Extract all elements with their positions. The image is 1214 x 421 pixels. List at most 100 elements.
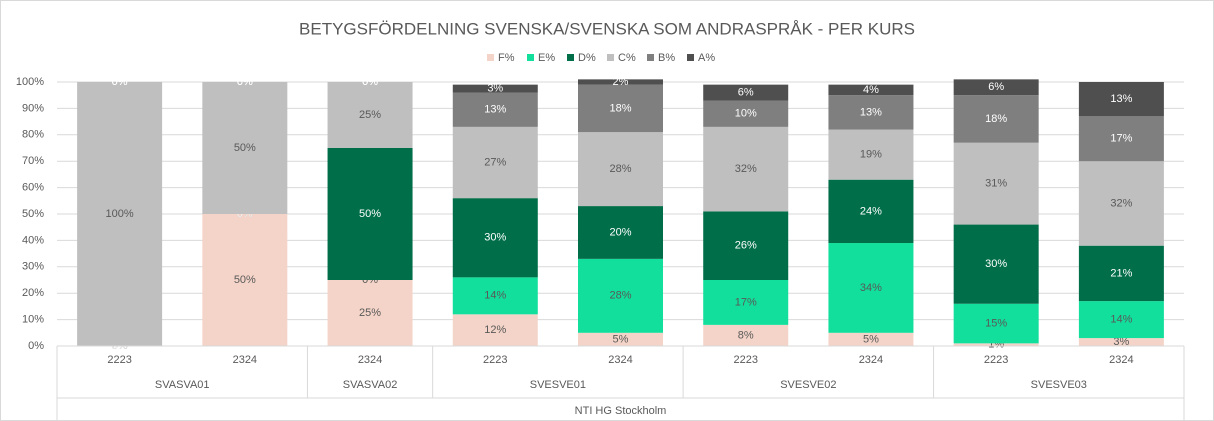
bar-segment [452, 92, 538, 127]
bar-segment [828, 84, 914, 96]
bar-segment [1078, 301, 1164, 339]
value-label: 5% [863, 333, 879, 345]
group-label: SVESVE03 [1031, 379, 1087, 391]
bar-segment [703, 84, 789, 101]
value-label: 13% [860, 106, 882, 118]
value-label: 20% [609, 226, 631, 238]
bar-segment [703, 100, 789, 127]
value-label: 28% [609, 163, 631, 175]
y-tick-label: 80% [22, 129, 44, 141]
value-label: 12% [484, 324, 506, 336]
bar-segment [703, 126, 789, 212]
bar-segment [578, 132, 663, 207]
group-label: SVESVE01 [530, 379, 586, 391]
legend-swatch [687, 54, 694, 61]
value-label: 28% [609, 290, 631, 302]
value-label: 25% [359, 307, 381, 319]
legend-label: E% [538, 52, 555, 64]
bar-segment [703, 280, 789, 325]
x-tick-label: 2324 [233, 354, 257, 366]
value-label: 50% [234, 274, 256, 286]
value-label: 34% [860, 282, 882, 294]
y-tick-label: 60% [22, 182, 44, 194]
bar-segment [452, 126, 538, 199]
value-label: 8% [738, 329, 754, 341]
bar-segment [703, 211, 789, 280]
value-label: 27% [484, 156, 506, 168]
bar-segment [828, 332, 914, 346]
bar-segment [452, 314, 538, 346]
value-label: 32% [1110, 197, 1132, 209]
value-label: 30% [985, 258, 1007, 270]
value-label: 5% [613, 333, 629, 345]
value-label: 21% [1110, 267, 1132, 279]
value-label: 6% [738, 86, 754, 98]
value-label: 0% [112, 76, 128, 88]
value-label: 30% [484, 232, 506, 244]
y-tick-label: 0% [28, 340, 44, 352]
bar-segment [953, 95, 1039, 143]
bar-segment [828, 95, 914, 130]
legend-swatch [647, 54, 654, 61]
bar-segment [578, 79, 663, 85]
bar-segment [953, 79, 1039, 96]
value-label: 15% [985, 317, 1007, 329]
value-label: 50% [359, 208, 381, 220]
group-label: SVESVE02 [780, 379, 836, 391]
x-tick-label: 2324 [608, 354, 632, 366]
bar-segment [953, 142, 1039, 225]
bar-segment [202, 214, 288, 346]
x-tick-label: 2223 [107, 354, 131, 366]
value-label: 18% [609, 102, 631, 114]
bar-segment [953, 224, 1039, 304]
bar-segment [327, 148, 413, 280]
legend-label: C% [618, 52, 636, 64]
bar-segment [953, 343, 1039, 346]
legend-label: A% [698, 52, 715, 64]
value-label: 2% [613, 76, 629, 88]
y-tick-label: 10% [22, 314, 44, 326]
bar-segment [578, 84, 663, 133]
y-tick-label: 90% [22, 102, 44, 114]
value-label: 100% [106, 208, 134, 220]
value-label: 4% [863, 84, 879, 96]
bar-segment [452, 198, 538, 278]
value-label: 17% [1110, 133, 1132, 145]
x-tick-label: 2324 [859, 354, 883, 366]
bar-segment [202, 82, 288, 214]
value-label: 0% [362, 76, 378, 88]
bar-segment [1078, 338, 1164, 346]
value-label: 0% [362, 76, 378, 88]
bar-segment [327, 82, 413, 148]
x-tick-label: 2223 [984, 354, 1008, 366]
bar-segment [1078, 116, 1164, 162]
legend-swatch [527, 54, 534, 61]
y-tick-label: 70% [22, 155, 44, 167]
value-label: 0% [112, 76, 128, 88]
bar-segment [327, 280, 413, 346]
y-tick-label: 50% [22, 208, 44, 220]
bar-segment [953, 303, 1039, 344]
x-tick-label: 2223 [733, 354, 757, 366]
value-label: 31% [985, 178, 1007, 190]
value-label: 50% [234, 142, 256, 154]
y-tick-label: 40% [22, 234, 44, 246]
value-label: 25% [359, 109, 381, 121]
value-label: 13% [484, 104, 506, 116]
value-label: 3% [487, 83, 503, 95]
value-label: 32% [735, 163, 757, 175]
x-tick-label: 2324 [1109, 354, 1133, 366]
x-tick-label: 2223 [483, 354, 507, 366]
legend-swatch [567, 54, 574, 61]
bar-segment [452, 84, 538, 93]
y-tick-label: 30% [22, 261, 44, 273]
legend-label: F% [498, 52, 515, 64]
value-label: 3% [1113, 336, 1129, 348]
value-label: 0% [237, 76, 253, 88]
legend-label: B% [658, 52, 675, 64]
group-label: SVASVA01 [155, 379, 210, 391]
bar-segment [828, 129, 914, 180]
group-label: SVASVA02 [343, 379, 398, 391]
value-label: 18% [985, 113, 1007, 125]
